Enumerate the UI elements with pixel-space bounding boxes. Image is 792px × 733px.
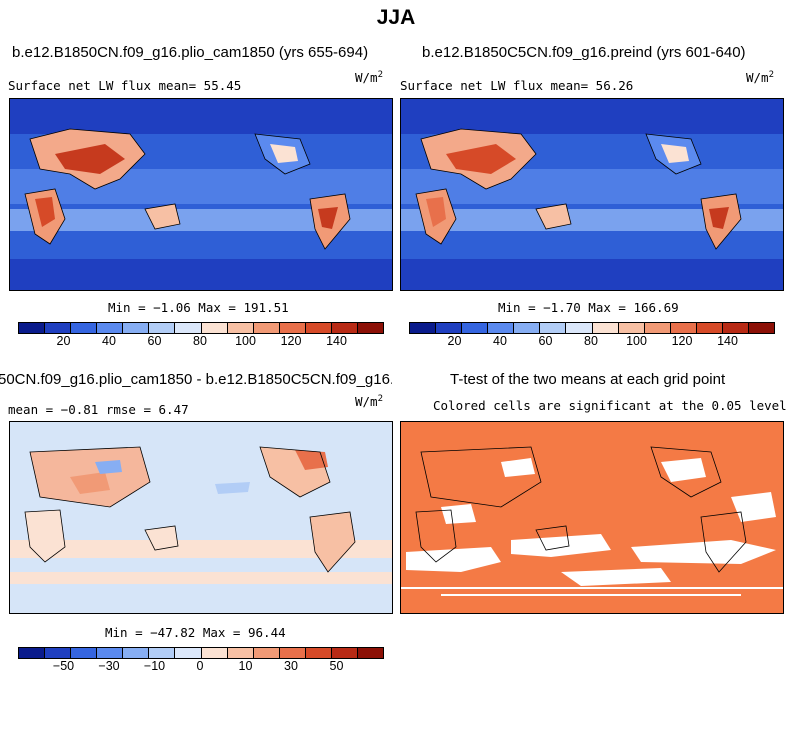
colorbar-tick-label: 80 xyxy=(193,334,207,348)
colorbar-swatch xyxy=(253,648,280,658)
panel-d-map xyxy=(400,421,784,614)
colorbar-tick-label: −10 xyxy=(143,659,166,673)
colorbar-swatch xyxy=(149,323,176,333)
colorbar-swatch xyxy=(97,648,124,658)
colorbar-swatch xyxy=(45,323,72,333)
colorbar-tick-label: 10 xyxy=(238,659,253,673)
colorbar-tick-label: 40 xyxy=(102,334,116,348)
colorbar-swatch xyxy=(305,648,332,658)
colorbar-swatch xyxy=(749,323,775,333)
colorbar-swatch xyxy=(488,323,515,333)
colorbar-swatch xyxy=(227,648,254,658)
colorbar-swatch xyxy=(279,323,306,333)
panel-c-map xyxy=(9,421,393,614)
panel-b-map-svg xyxy=(401,99,783,290)
colorbar-swatch xyxy=(644,323,671,333)
panel-b-colorbar xyxy=(409,322,775,334)
panel-a-mean-label: Surface net LW flux mean= 55.45 xyxy=(8,78,242,93)
colorbar-tick-label: 140 xyxy=(717,334,738,348)
panel-c-title-clip: 50CN.f09_g16.plio_cam1850 - b.e12.B1850C… xyxy=(0,371,392,393)
colorbar-swatch xyxy=(305,323,332,333)
colorbar-swatch xyxy=(45,648,72,658)
colorbar-tick-label: 120 xyxy=(280,334,302,348)
panel-c-title: 50CN.f09_g16.plio_cam1850 - b.e12.B1850C… xyxy=(0,371,392,388)
panel-a-map xyxy=(9,98,393,291)
colorbar-tick-label: 100 xyxy=(626,334,647,348)
colorbar-tick-label: 50 xyxy=(329,659,344,673)
colorbar-tick-label: 60 xyxy=(538,334,553,348)
panel-d-subtitle: Colored cells are significant at the 0.0… xyxy=(433,398,787,413)
panel-b-unit: W/m2 xyxy=(746,70,774,86)
colorbar-swatch xyxy=(358,323,384,333)
colorbar-swatch xyxy=(279,648,306,658)
colorbar-swatch xyxy=(670,323,697,333)
colorbar-swatch xyxy=(227,323,254,333)
colorbar-swatch xyxy=(592,323,619,333)
colorbar-swatch xyxy=(201,323,228,333)
colorbar-swatch xyxy=(514,323,541,333)
panel-c-minmax: Min = −47.82 Max = 96.44 xyxy=(105,625,286,640)
panel-b-minmax: Min = −1.70 Max = 166.69 xyxy=(498,300,679,315)
panel-a-title: b.e12.B1850CN.f09_g16.plio_cam1850 (yrs … xyxy=(12,44,369,61)
colorbar-swatch xyxy=(436,323,463,333)
panel-a-map-svg xyxy=(10,99,392,290)
colorbar-tick-label: −50 xyxy=(52,659,75,673)
panel-a-minmax: Min = −1.06 Max = 191.51 xyxy=(108,300,289,315)
panel-d-map-svg xyxy=(401,422,783,613)
colorbar-tick-label: 30 xyxy=(284,659,298,673)
colorbar-swatch xyxy=(410,323,437,333)
colorbar-tick-label: 40 xyxy=(493,334,507,348)
colorbar-swatch xyxy=(618,323,645,333)
colorbar-swatch xyxy=(175,323,202,333)
colorbar-tick-label: 80 xyxy=(584,334,598,348)
panel-d-title: T-test of the two means at each grid poi… xyxy=(450,371,726,388)
colorbar-tick-label: 0 xyxy=(196,659,204,673)
panel-b-title: b.e12.B1850C5CN.f09_g16.preind (yrs 601-… xyxy=(422,44,746,61)
colorbar-tick-label: 140 xyxy=(326,334,347,348)
colorbar-swatch xyxy=(722,323,750,333)
colorbar-tick-label: −30 xyxy=(98,659,120,673)
panel-b-map xyxy=(400,98,784,291)
panel-a-unit: W/m2 xyxy=(355,70,383,86)
panel-a-colorbar xyxy=(18,322,384,334)
colorbar-swatch xyxy=(175,648,202,658)
colorbar-swatch xyxy=(149,648,176,658)
colorbar-swatch xyxy=(331,323,359,333)
colorbar-tick-label: 100 xyxy=(235,334,256,348)
main-title: JJA xyxy=(376,6,416,29)
colorbar-swatch xyxy=(331,648,359,658)
colorbar-swatch xyxy=(97,323,124,333)
colorbar-swatch xyxy=(123,323,150,333)
panel-c-map-svg xyxy=(10,422,392,613)
colorbar-tick-label: 20 xyxy=(56,334,71,348)
colorbar-swatch xyxy=(696,323,723,333)
colorbar-tick-label: 20 xyxy=(447,334,462,348)
colorbar-tick-label: 60 xyxy=(147,334,162,348)
colorbar-swatch xyxy=(462,323,489,333)
colorbar-swatch xyxy=(201,648,228,658)
colorbar-swatch xyxy=(19,648,46,658)
colorbar-swatch xyxy=(123,648,150,658)
colorbar-swatch xyxy=(71,648,98,658)
panel-c-unit: W/m2 xyxy=(355,394,383,410)
colorbar-swatch xyxy=(358,648,384,658)
colorbar-swatch xyxy=(19,323,46,333)
colorbar-tick-label: 120 xyxy=(671,334,693,348)
panel-c-stats-label: mean = −0.81 rmse = 6.47 xyxy=(8,402,189,417)
colorbar-swatch xyxy=(540,323,567,333)
colorbar-swatch xyxy=(253,323,280,333)
colorbar-swatch xyxy=(566,323,593,333)
panel-c-colorbar xyxy=(18,647,384,659)
colorbar-swatch xyxy=(71,323,98,333)
panel-b-mean-label: Surface net LW flux mean= 56.26 xyxy=(400,78,634,93)
